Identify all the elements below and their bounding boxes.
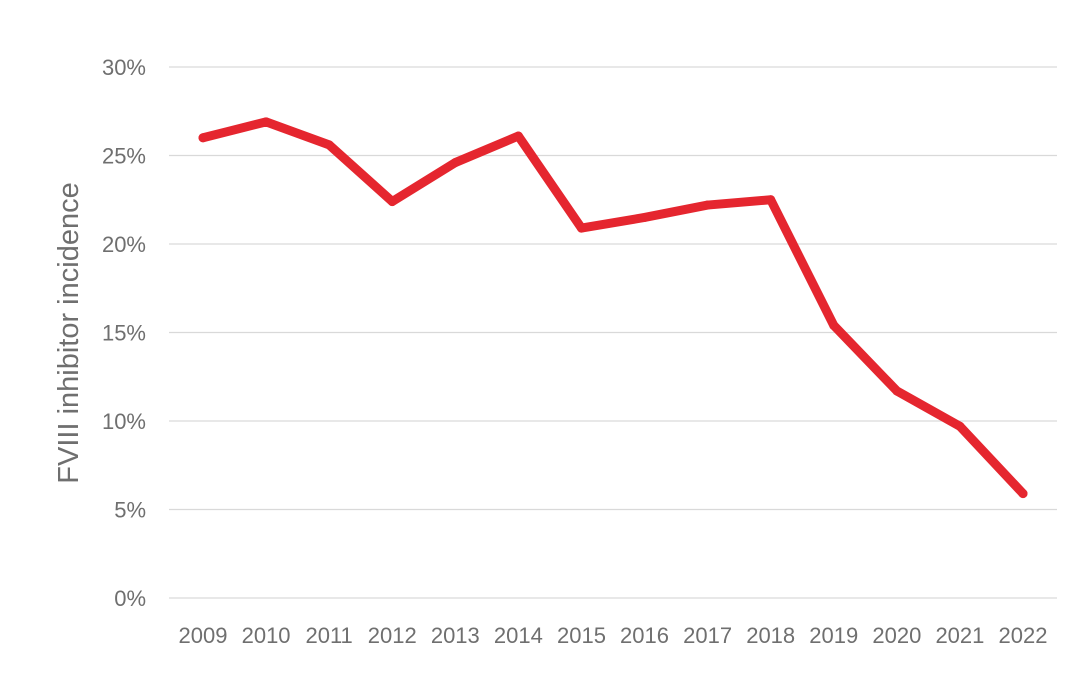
y-tick-label: 30% [102,55,146,80]
data-point [640,212,650,222]
x-tick-label: 2018 [746,623,795,648]
data-point [576,223,586,233]
y-tick-label: 5% [114,498,146,523]
data-point [1018,489,1028,499]
data-point [261,117,271,127]
y-axis-title: FVIII inhibitor incidence [53,182,85,483]
data-point [387,197,397,207]
data-point [513,131,523,141]
y-tick-label: 25% [102,144,146,169]
x-tick-label: 2014 [494,623,543,648]
series-layer [198,117,1028,499]
x-tick-label: 2013 [431,623,480,648]
y-tick-label: 0% [114,586,146,611]
y-axis-tick-labels: 0% 5% 10% 15% 20% 25% 30% [102,55,146,611]
data-point [829,320,839,330]
y-tick-label: 20% [102,232,146,257]
data-point [766,195,776,205]
x-tick-label: 2009 [179,623,228,648]
x-tick-label: 2015 [557,623,606,648]
data-point [324,140,334,150]
x-tick-label: 2021 [935,623,984,648]
y-tick-label: 15% [102,321,146,346]
gridlines [169,66,1057,599]
series-line [198,117,1028,499]
data-point [450,158,460,168]
x-tick-label: 2016 [620,623,669,648]
y-tick-label: 10% [102,409,146,434]
data-point [955,421,965,431]
x-tick-label: 2012 [368,623,417,648]
x-tick-label: 2019 [809,623,858,648]
x-tick-label: 2011 [305,623,352,648]
x-tick-label: 2017 [683,623,732,648]
data-point [892,386,902,396]
x-tick-label: 2020 [872,623,921,648]
data-point [198,133,208,143]
x-axis-tick-labels: 2009 2010 2011 2012 2013 2014 2015 2016 2017 2018… [179,623,1048,648]
data-point [703,200,713,210]
x-tick-label: 2010 [242,623,291,648]
x-tick-label: 2022 [999,623,1048,648]
